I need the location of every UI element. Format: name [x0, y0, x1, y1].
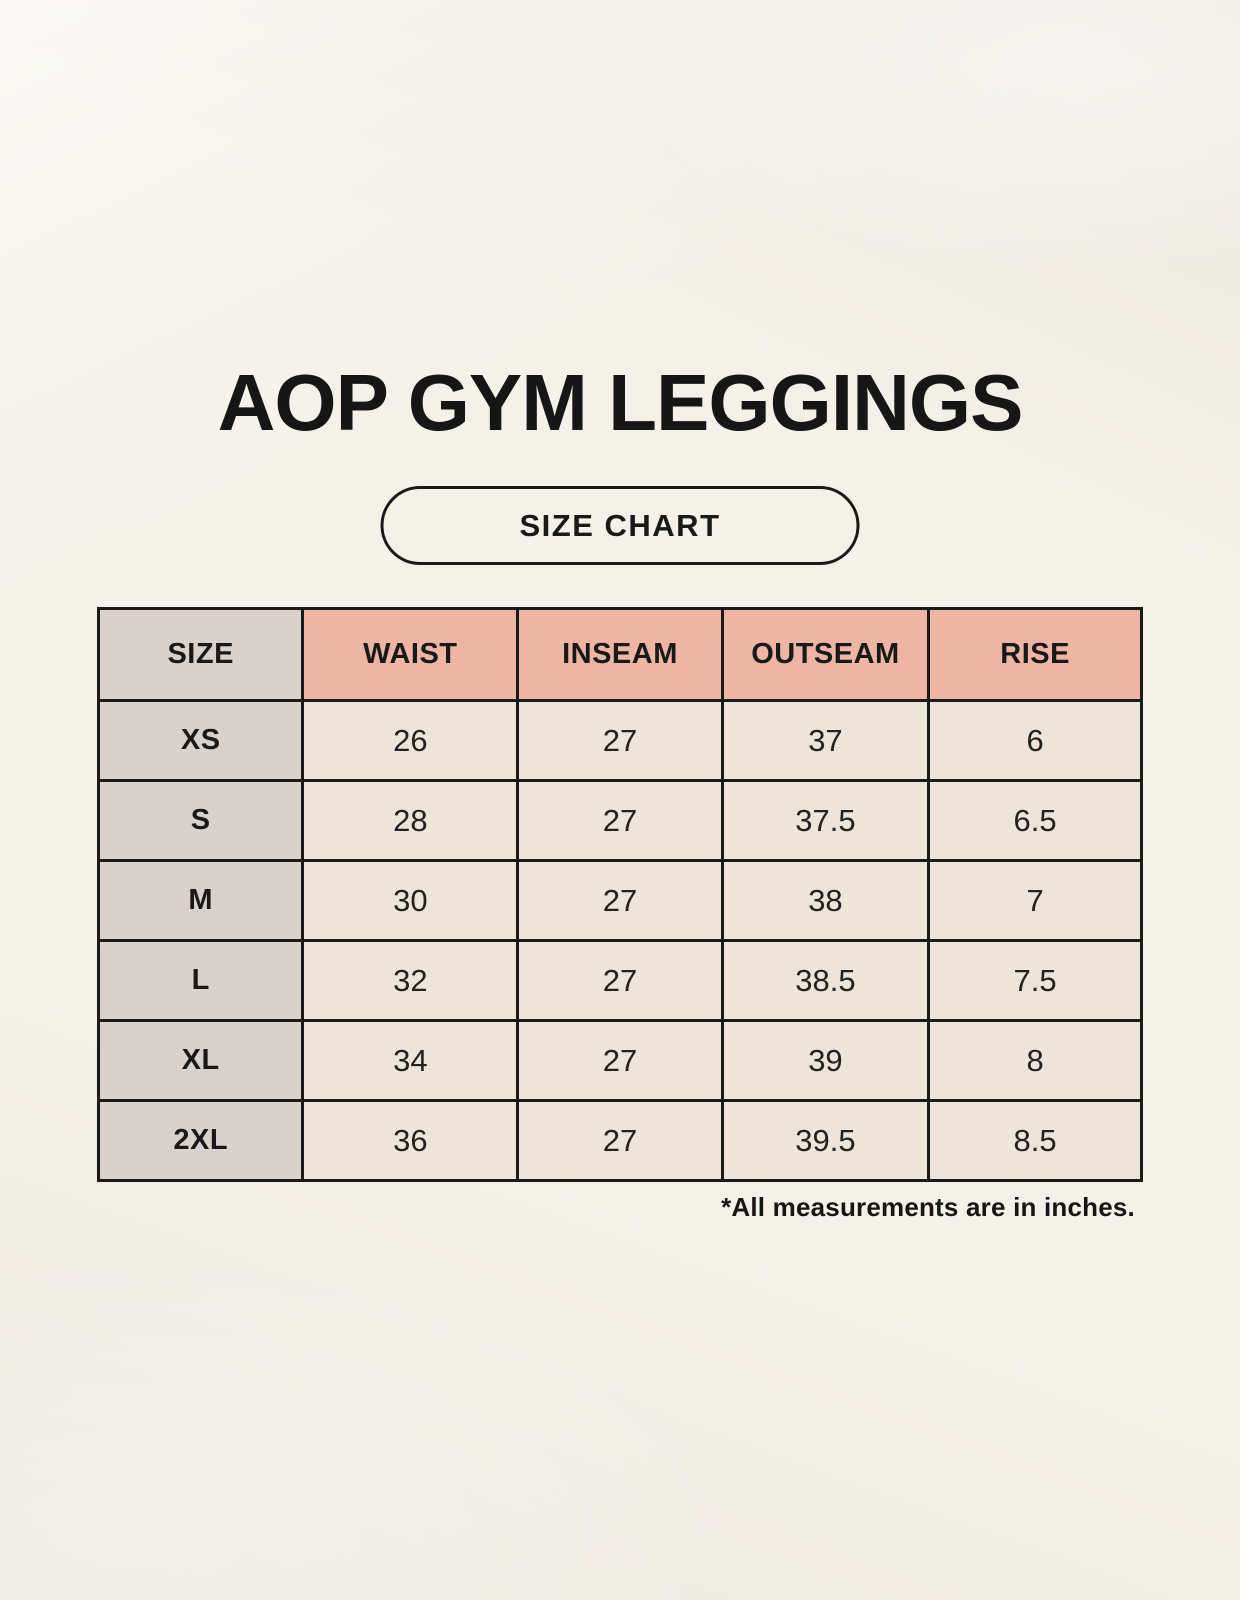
- outseam-value: 37: [720, 699, 931, 782]
- inseam-value: 27: [516, 1099, 724, 1182]
- table-row-xs: XS 26 27 37 6: [96, 699, 1143, 782]
- outseam-value: 37.5: [720, 779, 931, 862]
- page-title: AOP GYM LEGGINGS: [217, 358, 1024, 447]
- waist-value: 30: [301, 859, 520, 942]
- rise-value: 6.5: [927, 779, 1143, 862]
- size-label: L: [96, 939, 305, 1022]
- header-row: SIZE WAIST INSEAM OUTSEAM RISE: [96, 607, 1143, 702]
- size-chart-badge: SIZE CHART: [380, 486, 860, 565]
- size-label: XL: [96, 1019, 305, 1102]
- measurements-footnote: *All measurements are in inches.: [721, 1192, 1135, 1222]
- outseam-value: 39: [720, 1019, 931, 1102]
- waist-value: 32: [301, 939, 520, 1022]
- table-row-s: S 28 27 37.5 6.5: [96, 779, 1143, 862]
- column-header-outseam: OUTSEAM: [720, 607, 931, 702]
- outseam-value: 38.5: [720, 939, 931, 1022]
- size-label: S: [96, 779, 305, 862]
- inseam-value: 27: [516, 699, 724, 782]
- column-header-rise: RISE: [927, 607, 1143, 702]
- column-header-size: SIZE: [96, 607, 305, 702]
- outseam-value: 38: [720, 859, 931, 942]
- size-label: 2XL: [96, 1099, 305, 1182]
- waist-value: 28: [301, 779, 520, 862]
- table-row-xl: XL 34 27 39 8: [96, 1019, 1143, 1102]
- waist-value: 36: [301, 1099, 520, 1182]
- size-label: XS: [96, 699, 305, 782]
- outseam-value: 39.5: [720, 1099, 931, 1182]
- column-header-waist: WAIST: [301, 607, 520, 702]
- table-row-l: L 32 27 38.5 7.5: [96, 939, 1143, 1022]
- inseam-value: 27: [516, 939, 724, 1022]
- rise-value: 6: [927, 699, 1143, 782]
- waist-value: 26: [301, 699, 520, 782]
- table-row-2xl: 2XL 36 27 39.5 8.5: [96, 1099, 1143, 1182]
- rise-value: 7.5: [927, 939, 1143, 1022]
- table-row-m: M 30 27 38 7: [96, 859, 1143, 942]
- inseam-value: 27: [516, 1019, 724, 1102]
- waist-value: 34: [301, 1019, 520, 1102]
- size-chart-table: SIZE WAIST INSEAM OUTSEAM RISE XS 26 27 …: [96, 607, 1143, 1182]
- rise-value: 7: [927, 859, 1143, 942]
- inseam-value: 27: [516, 779, 724, 862]
- inseam-value: 27: [516, 859, 724, 942]
- rise-value: 8: [927, 1019, 1143, 1102]
- rise-value: 8.5: [927, 1099, 1143, 1182]
- size-label: M: [96, 859, 305, 942]
- size-chart-table-container: SIZE WAIST INSEAM OUTSEAM RISE XS 26 27 …: [96, 607, 1143, 1223]
- size-chart-badge-label: SIZE CHART: [519, 507, 721, 543]
- column-header-inseam: INSEAM: [516, 607, 724, 702]
